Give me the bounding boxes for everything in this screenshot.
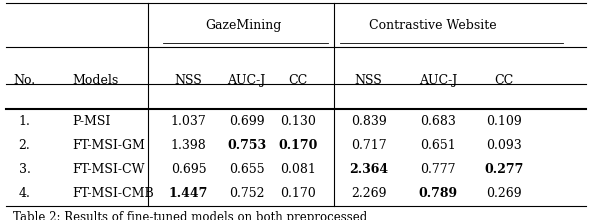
- Text: 3.: 3.: [18, 163, 30, 176]
- Text: NSS: NSS: [175, 74, 202, 87]
- Text: 0.753: 0.753: [227, 139, 266, 152]
- Text: 0.170: 0.170: [278, 139, 317, 152]
- Text: 1.398: 1.398: [171, 139, 207, 152]
- Text: CC: CC: [288, 74, 307, 87]
- Text: 1.: 1.: [18, 115, 30, 128]
- Text: 0.717: 0.717: [350, 139, 387, 152]
- Text: 0.777: 0.777: [420, 163, 456, 176]
- Text: Models: Models: [73, 74, 119, 87]
- Text: 4.: 4.: [18, 187, 30, 200]
- Text: 2.269: 2.269: [351, 187, 386, 200]
- Text: P-MSI: P-MSI: [73, 115, 111, 128]
- Text: Contrastive Website: Contrastive Website: [369, 19, 496, 32]
- Text: 0.130: 0.130: [280, 115, 316, 128]
- Text: AUC-J: AUC-J: [419, 74, 457, 87]
- Text: NSS: NSS: [355, 74, 382, 87]
- Text: CC: CC: [494, 74, 513, 87]
- Text: 2.364: 2.364: [349, 163, 388, 176]
- Text: FT-MSI-CMB: FT-MSI-CMB: [73, 187, 155, 200]
- Text: 0.277: 0.277: [484, 163, 523, 176]
- Text: 0.752: 0.752: [229, 187, 265, 200]
- Text: GazeMining: GazeMining: [205, 19, 282, 32]
- Text: 0.839: 0.839: [350, 115, 387, 128]
- Text: 0.651: 0.651: [420, 139, 456, 152]
- Text: 0.683: 0.683: [420, 115, 456, 128]
- Text: 1.447: 1.447: [169, 187, 208, 200]
- Text: 0.081: 0.081: [280, 163, 316, 176]
- Text: 0.109: 0.109: [486, 115, 522, 128]
- Text: FT-MSI-GM: FT-MSI-GM: [73, 139, 146, 152]
- Text: 0.170: 0.170: [280, 187, 316, 200]
- Text: 0.655: 0.655: [229, 163, 265, 176]
- Text: FT-MSI-CW: FT-MSI-CW: [73, 163, 145, 176]
- Text: 0.789: 0.789: [419, 187, 458, 200]
- Text: 1.037: 1.037: [171, 115, 207, 128]
- Text: 0.699: 0.699: [229, 115, 265, 128]
- Text: No.: No.: [14, 74, 36, 87]
- Text: 2.: 2.: [18, 139, 30, 152]
- Text: 0.093: 0.093: [486, 139, 522, 152]
- Text: Table 2: Results of fine-tuned models on both preprocessed: Table 2: Results of fine-tuned models on…: [13, 211, 367, 220]
- Text: 0.269: 0.269: [486, 187, 522, 200]
- Text: 0.695: 0.695: [171, 163, 207, 176]
- Text: AUC-J: AUC-J: [227, 74, 266, 87]
